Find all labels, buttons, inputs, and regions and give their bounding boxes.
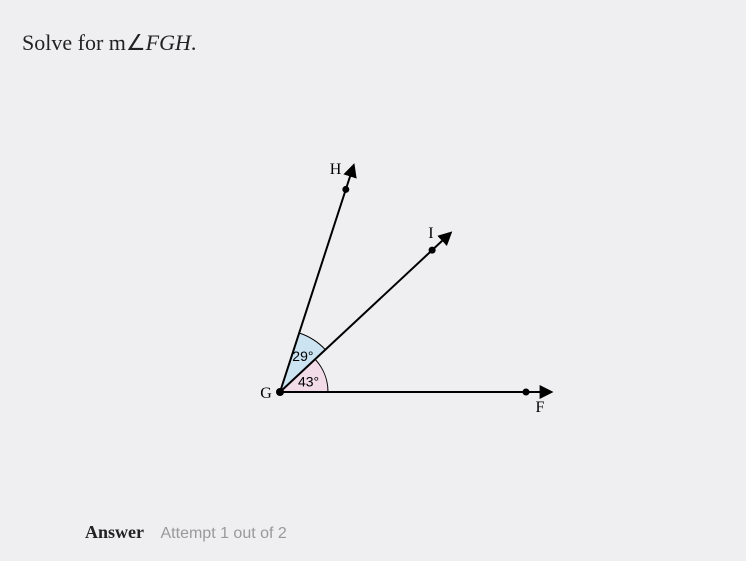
angle-arc-label: 43° [298,374,319,390]
question-prefix: Solve for m [22,30,126,55]
answer-section: Answer Attempt 1 out of 2 [85,522,287,543]
question-suffix: . [191,30,197,55]
angle-arc-label: 29° [292,348,313,364]
diagram-svg: 29° 43° H I F G [230,110,590,430]
angle-vertices: FGH [146,30,191,55]
ray-label: I [428,225,433,242]
answer-label: Answer [85,522,144,542]
vertex-label: G [260,385,272,402]
attempt-text: Attempt 1 out of 2 [161,525,287,542]
ray-point [429,247,436,254]
vertex-point [276,388,284,396]
ray-label: F [536,399,545,416]
angle-symbol: ∠ [126,30,146,55]
ray-label: H [330,161,342,178]
ray-point [523,389,530,396]
angle-diagram: 29° 43° H I F G [230,110,590,430]
ray-point [342,186,349,193]
question-text: Solve for m∠FGH. [22,30,196,56]
